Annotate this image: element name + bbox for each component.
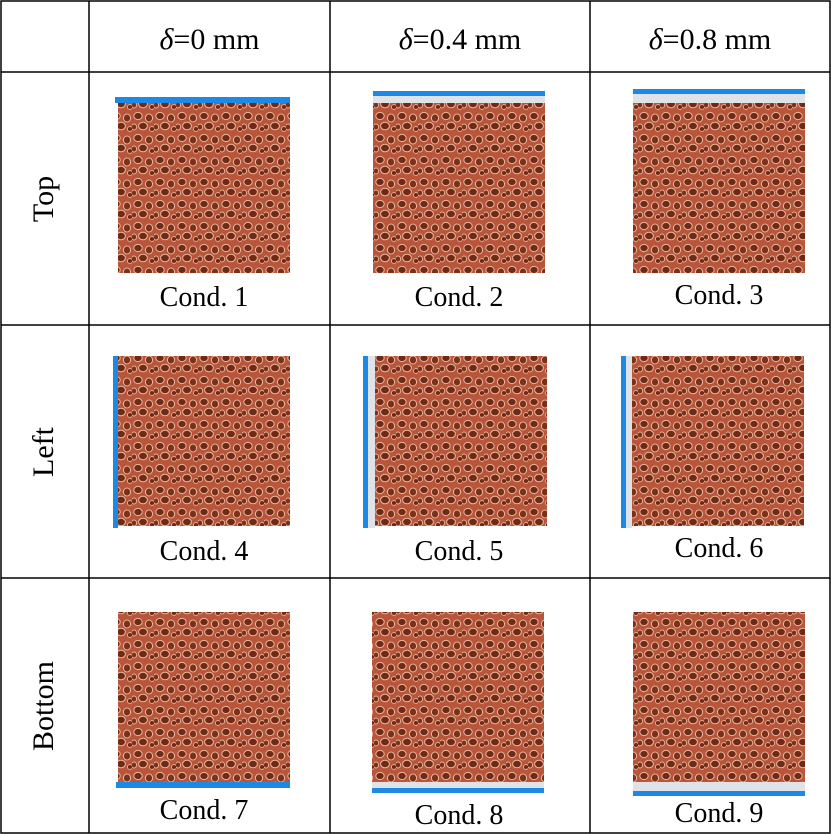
cell-cond-7 [116, 612, 290, 788]
gap-strip [373, 96, 545, 103]
column-value: =0.8 mm [662, 23, 772, 56]
cell-cond-9 [633, 612, 805, 796]
electrode-bar [116, 782, 290, 788]
gap-strip [633, 782, 805, 791]
foam-sample [118, 612, 290, 782]
cell-cond-2 [373, 91, 545, 273]
cond-label-3: Cond. 3 [674, 280, 764, 311]
foam-sample [118, 356, 290, 526]
electrode-bar [363, 356, 368, 528]
row-label-bottom: Bottom [0, 578, 88, 833]
gap-strip [368, 356, 375, 528]
row-label-text: Left [27, 426, 60, 477]
foam-sample [632, 356, 804, 526]
row-label-text: Top [26, 175, 60, 222]
electrode-bar [373, 91, 545, 96]
cond-label-8: Cond. 8 [414, 800, 504, 831]
foam-sample [118, 103, 290, 273]
cell-cond-8 [372, 612, 544, 793]
cell-cond-6 [621, 356, 804, 528]
cond-label-4: Cond. 4 [159, 536, 249, 567]
column-value: =0.4 mm [412, 23, 522, 56]
cond-label-2: Cond. 2 [414, 282, 504, 313]
cond-label-9: Cond. 9 [674, 798, 764, 829]
delta-symbol: δ [398, 23, 413, 56]
column-header-2: δ=0.8 mm [590, 14, 830, 66]
row-label-top: Top [0, 72, 88, 325]
gap-strip [633, 94, 805, 103]
cell-cond-5 [363, 356, 547, 528]
row-label-text: Bottom [27, 660, 61, 751]
gap-strip [626, 356, 632, 528]
column-header-0: δ=0 mm [89, 14, 330, 66]
delta-symbol: δ [159, 23, 174, 56]
foam-sample [375, 356, 547, 526]
cell-cond-3 [633, 89, 805, 273]
electrode-bar [621, 356, 626, 528]
column-value: =0 mm [173, 23, 260, 56]
foam-sample [373, 103, 545, 273]
cell-cond-4 [113, 356, 290, 528]
cond-label-6: Cond. 6 [674, 533, 764, 564]
foam-sample [633, 612, 805, 782]
cond-label-1: Cond. 1 [159, 282, 249, 313]
column-header-1: δ=0.4 mm [330, 14, 590, 66]
electrode-bar [633, 89, 805, 94]
electrode-bar [372, 788, 544, 793]
electrode-bar [113, 356, 118, 528]
electrode-bar [633, 791, 805, 796]
row-label-left: Left [0, 325, 88, 578]
cond-label-7: Cond. 7 [159, 795, 249, 826]
delta-symbol: δ [648, 23, 663, 56]
cond-label-5: Cond. 5 [414, 536, 504, 567]
gap-strip [372, 782, 544, 788]
foam-sample [372, 612, 544, 782]
foam-sample [633, 103, 805, 273]
cell-cond-1 [115, 97, 290, 273]
electrode-bar [115, 97, 290, 103]
